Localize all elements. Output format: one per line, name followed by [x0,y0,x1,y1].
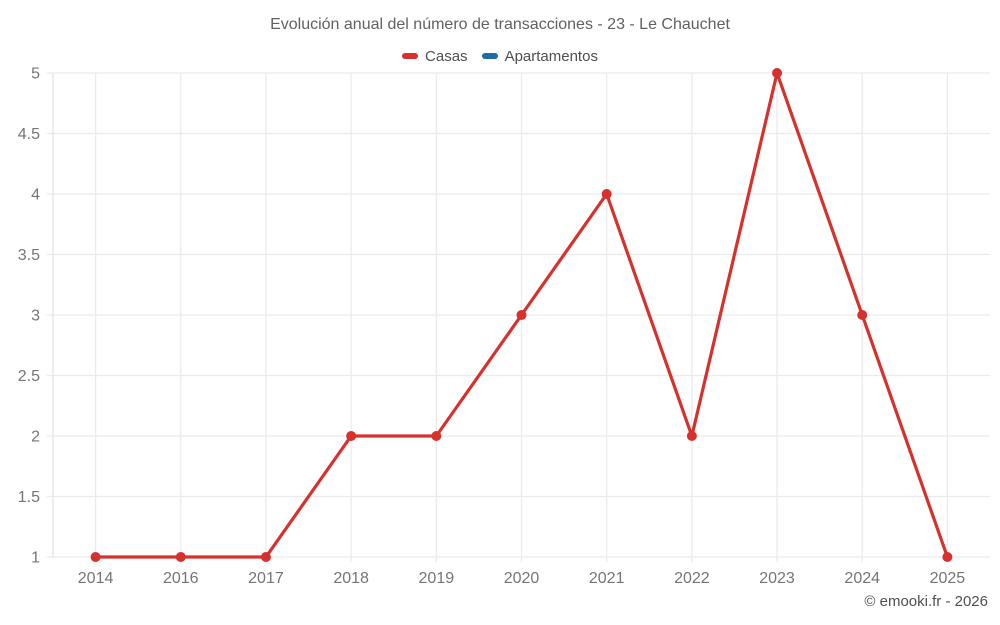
y-axis-tick-label: 3 [31,308,40,325]
data-point-casas[interactable] [772,68,783,78]
x-axis-tick-label: 2017 [248,570,284,587]
data-point-casas[interactable] [260,552,271,562]
x-axis-tick-label: 2022 [674,570,710,587]
x-axis-tick-label: 2020 [504,570,540,587]
legend-item-apartamentos[interactable]: Apartamentos [481,47,598,65]
data-point-casas[interactable] [942,552,953,562]
data-point-casas[interactable] [175,552,186,562]
chart-title: Evolución anual del número de transaccio… [270,16,730,33]
legend-label-apartamentos: Apartamentos [504,47,598,65]
y-axis-tick-label: 5 [31,66,40,83]
data-point-casas[interactable] [90,552,101,562]
x-axis-tick-label: 2019 [419,570,455,587]
x-axis-tick-label: 2024 [844,570,880,587]
x-axis-tick-label: 2021 [589,570,625,587]
legend-swatch-apartamentos [481,53,498,59]
x-axis-tick-label: 2023 [759,570,795,587]
x-axis-tick-label: 2025 [930,570,966,587]
y-axis-tick-label: 3.5 [18,247,40,264]
y-axis-tick-label: 4 [31,187,40,204]
data-point-casas[interactable] [346,431,357,441]
y-axis-tick-label: 2 [31,429,40,446]
data-point-casas[interactable] [857,310,868,320]
data-point-casas[interactable] [601,189,612,199]
data-point-casas[interactable] [686,431,697,441]
data-point-casas[interactable] [431,431,442,441]
legend-swatch-casas [402,53,419,59]
copyright-text: © emooki.fr - 2026 [864,593,988,610]
data-point-casas[interactable] [516,310,527,320]
x-axis-tick-label: 2018 [333,570,369,587]
y-axis-tick-label: 2.5 [18,368,40,385]
x-axis-tick-label: 2016 [163,570,199,587]
legend-item-casas[interactable]: Casas [402,48,468,65]
x-axis-tick-label: 2014 [78,570,114,587]
y-axis-tick-label: 1.5 [18,489,40,506]
legend-label-casas: Casas [425,47,468,65]
y-axis-tick-label: 4.5 [18,126,40,143]
y-axis-tick-label: 1 [31,550,40,567]
legend: Casas Apartamentos [0,46,1000,66]
